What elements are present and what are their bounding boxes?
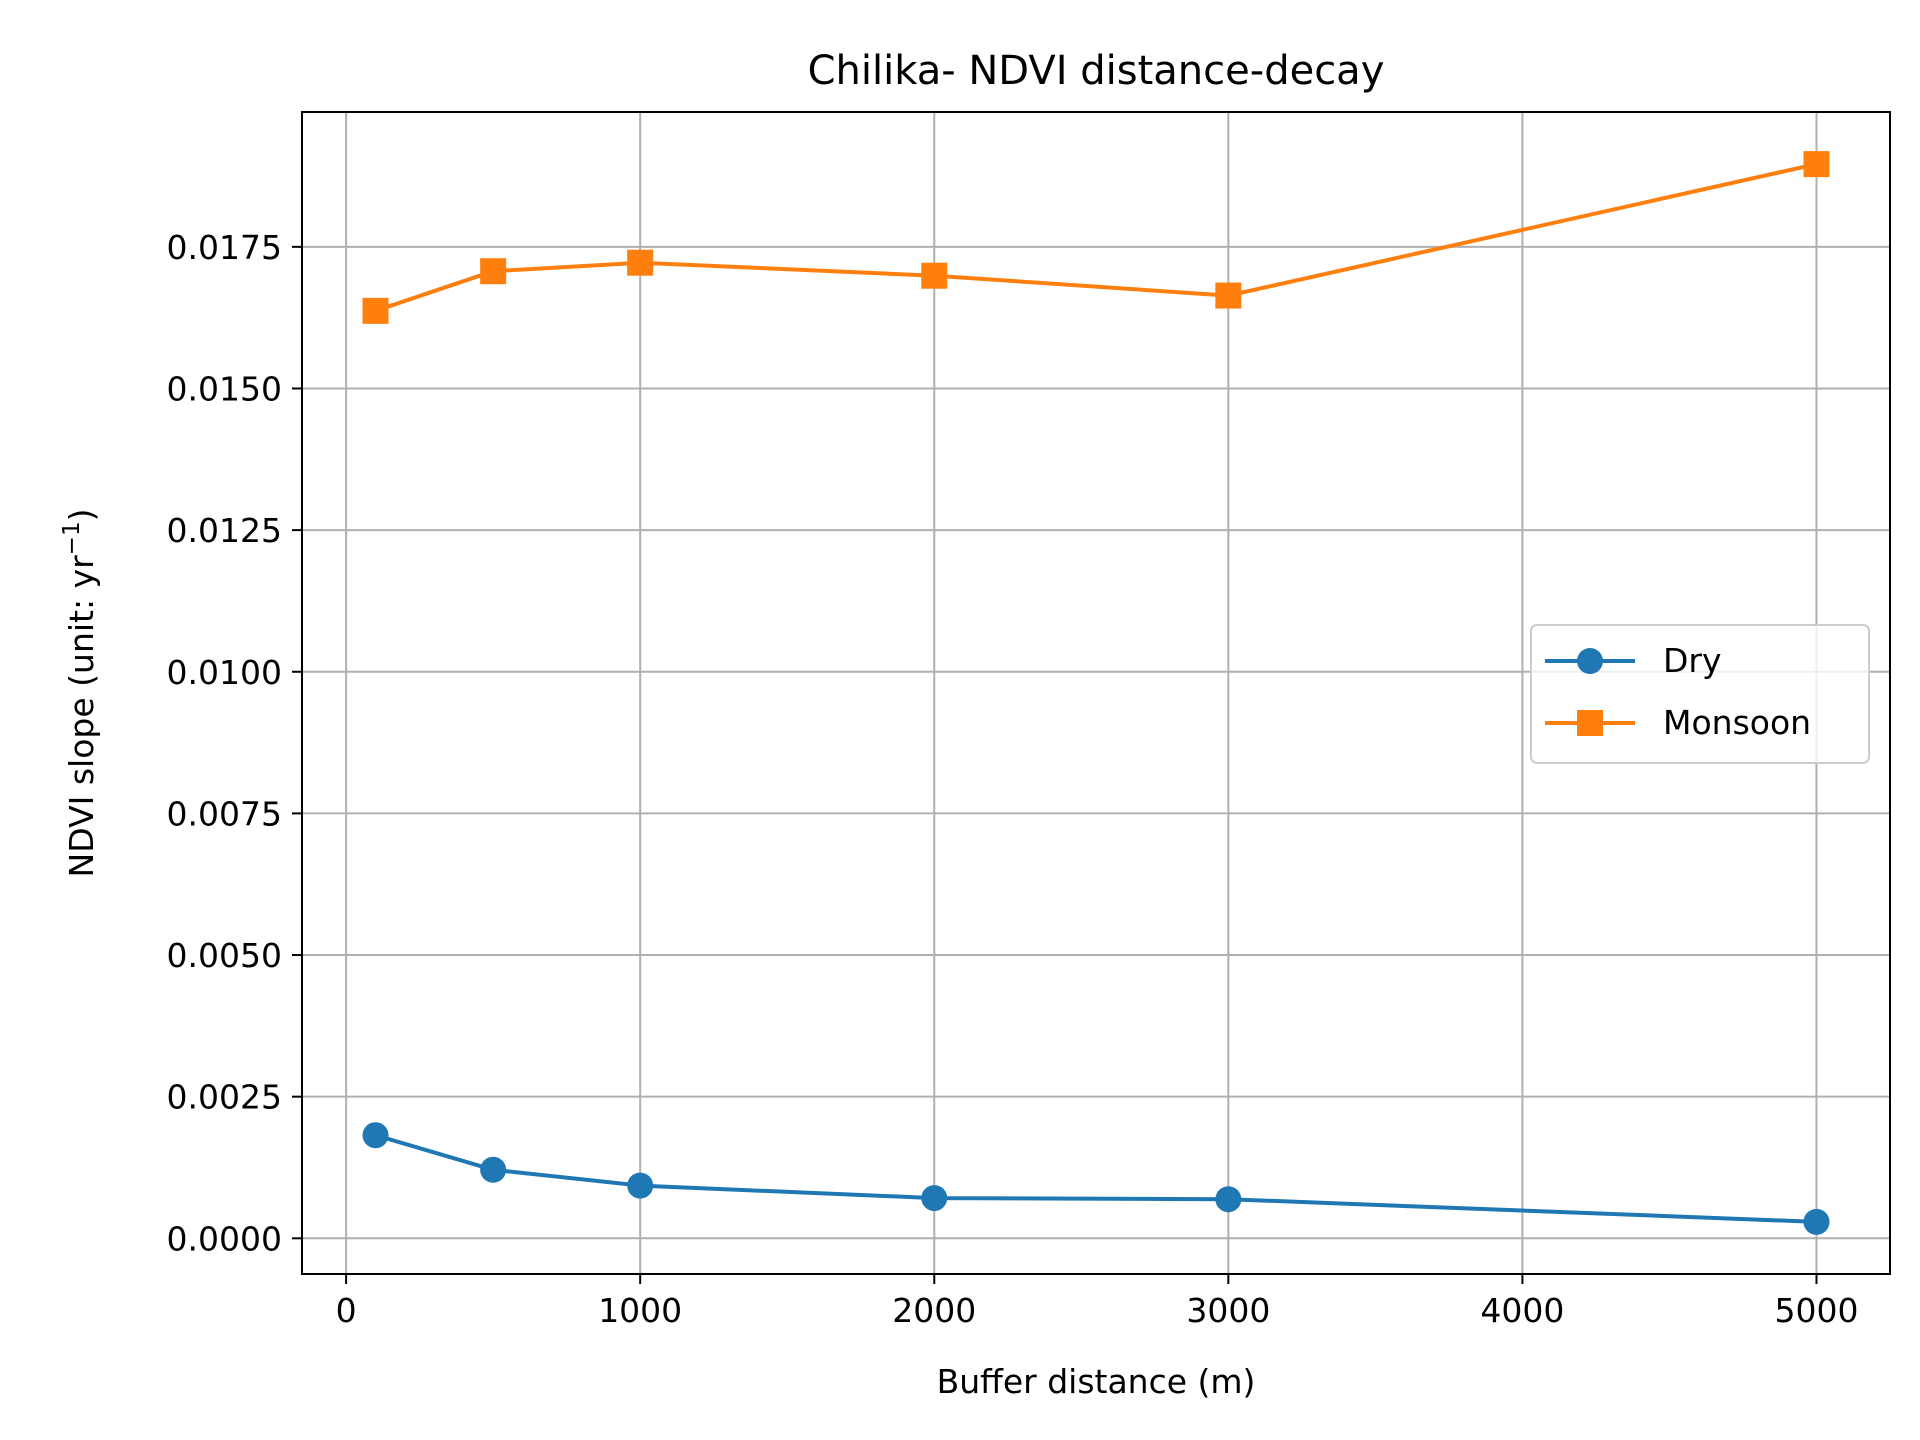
legend-dry-label: Dry	[1663, 641, 1722, 680]
legend-monsoon-label: Monsoon	[1663, 703, 1811, 742]
x-tick-label: 0	[336, 1291, 357, 1330]
y-tick-label: 0.0000	[167, 1219, 282, 1258]
data-point-dry	[480, 1156, 507, 1183]
data-point-monsoon	[627, 249, 654, 276]
y-tick-label: 0.0025	[167, 1078, 282, 1117]
x-tick-label: 4000	[1480, 1291, 1564, 1330]
data-point-monsoon	[921, 262, 948, 289]
x-tick-label: 3000	[1186, 1291, 1270, 1330]
legend: Dry Monsoon	[1530, 624, 1870, 764]
y-tick-label: 0.0175	[167, 228, 282, 267]
series-monsoon	[362, 151, 1830, 324]
legend-dry-marker	[1577, 648, 1603, 674]
legend-monsoon-marker	[1577, 710, 1603, 736]
y-axis-title: NDVI slope (unit: yr−1)	[59, 509, 101, 878]
data-point-dry	[1803, 1208, 1830, 1235]
y-tick-label: 0.0100	[167, 653, 282, 692]
x-tick-label: 1000	[598, 1291, 682, 1330]
y-tick-label: 0.0050	[167, 936, 282, 975]
plot-frame	[301, 111, 1891, 1275]
series-layer	[362, 151, 1830, 1235]
chart-title: Chilika- NDVI distance-decay	[808, 48, 1385, 94]
data-point-dry	[362, 1122, 389, 1149]
axis-ticks: 0 1000 2000 3000 4000 5000 0.0000 0.0025 0.0050 0…	[167, 228, 1859, 1330]
data-point-monsoon	[480, 258, 507, 285]
data-point-monsoon	[362, 297, 389, 324]
x-tick-label: 5000	[1774, 1291, 1858, 1330]
data-point-monsoon	[1803, 151, 1830, 178]
y-axis-title-main: NDVI slope (unit: yr	[62, 555, 101, 878]
y-axis-title-superscript: −1	[59, 521, 85, 555]
x-axis-title: Buffer distance (m)	[937, 1362, 1256, 1401]
data-point-dry	[1215, 1186, 1242, 1213]
series-line-monsoon	[374, 162, 1817, 313]
y-tick-label: 0.0075	[167, 794, 282, 833]
series-line-dry	[374, 1133, 1817, 1224]
y-axis-title-suffix: )	[62, 509, 101, 522]
x-tick-label: 2000	[892, 1291, 976, 1330]
y-tick-label: 0.0125	[167, 511, 282, 550]
y-tick-label: 0.0150	[167, 369, 282, 408]
data-point-dry	[627, 1172, 654, 1199]
data-point-monsoon	[1215, 282, 1242, 309]
series-dry	[362, 1122, 1830, 1235]
data-point-dry	[921, 1185, 948, 1212]
